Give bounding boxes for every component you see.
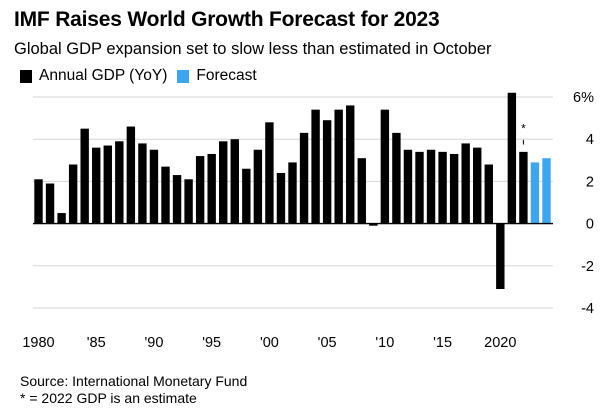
bar-annual-gdp bbox=[380, 109, 390, 224]
bar-annual-gdp bbox=[265, 122, 274, 224]
x-tick-label: '05 bbox=[318, 335, 337, 351]
bar-annual-gdp bbox=[138, 143, 147, 224]
legend-label-annual-gdp: Annual GDP (YoY) bbox=[39, 67, 168, 84]
bar-annual-gdp bbox=[242, 168, 251, 224]
y-tick-label: -2 bbox=[581, 259, 594, 275]
bar-annual-gdp bbox=[57, 213, 66, 224]
bar-annual-gdp bbox=[496, 223, 505, 290]
bar-annual-gdp bbox=[161, 166, 170, 224]
bar-annual-gdp bbox=[207, 153, 216, 224]
bar-annual-gdp bbox=[126, 126, 136, 224]
bar-annual-gdp bbox=[103, 145, 112, 224]
bar-annual-gdp bbox=[172, 175, 182, 224]
bar-annual-gdp bbox=[322, 120, 332, 224]
legend-label-forecast: Forecast bbox=[196, 67, 257, 84]
legend-swatch-annual-gdp bbox=[20, 69, 32, 83]
bar-annual-gdp bbox=[253, 149, 263, 224]
bar-annual-gdp bbox=[288, 162, 297, 224]
bar-annual-gdp bbox=[449, 153, 459, 224]
bar-annual-gdp bbox=[461, 143, 470, 224]
estimate-asterisk: * bbox=[521, 122, 526, 136]
legend: Annual GDP (YoY) Forecast bbox=[20, 67, 267, 85]
x-tick-label: '90 bbox=[145, 335, 164, 351]
bar-annual-gdp bbox=[473, 147, 482, 224]
bar-annual-gdp bbox=[519, 151, 528, 224]
bar-annual-gdp bbox=[276, 172, 286, 224]
estimate-note: * = 2022 GDP is an estimate bbox=[20, 390, 197, 406]
bar-annual-gdp bbox=[334, 109, 343, 224]
y-tick-label: 0 bbox=[586, 217, 594, 233]
bar-forecast bbox=[530, 162, 540, 224]
bar-annual-gdp bbox=[195, 156, 205, 224]
bar-annual-gdp bbox=[415, 151, 424, 224]
y-tick-label: 4 bbox=[586, 132, 594, 148]
bar-annual-gdp bbox=[92, 147, 101, 224]
source-line: Source: International Monetary Fund bbox=[20, 373, 248, 389]
x-tick-label: '10 bbox=[375, 335, 394, 351]
bar-annual-gdp bbox=[299, 132, 309, 224]
bar-annual-gdp bbox=[369, 223, 378, 226]
bar-annual-gdp bbox=[392, 132, 401, 224]
y-tick-label: 2 bbox=[586, 174, 594, 190]
x-tick-label: 2020 bbox=[484, 335, 516, 351]
x-tick-label: '85 bbox=[87, 335, 106, 351]
bar-annual-gdp bbox=[357, 158, 366, 224]
bar-annual-gdp bbox=[507, 92, 517, 224]
bar-annual-gdp bbox=[45, 183, 55, 224]
bar-annual-gdp bbox=[34, 179, 43, 224]
bar-annual-gdp bbox=[346, 105, 355, 224]
x-tick-label: '00 bbox=[260, 335, 279, 351]
legend-swatch-forecast bbox=[177, 69, 190, 83]
bar-annual-gdp bbox=[230, 139, 239, 224]
bar-annual-gdp bbox=[149, 149, 159, 224]
bar-annual-gdp bbox=[426, 149, 436, 224]
x-tick-label: '95 bbox=[202, 335, 221, 351]
bar-forecast bbox=[542, 158, 551, 224]
legend-item-forecast: Forecast bbox=[177, 67, 257, 85]
bar-annual-gdp bbox=[403, 149, 413, 224]
x-tick-label: '15 bbox=[433, 335, 452, 351]
y-tick-label: 6% bbox=[573, 90, 594, 106]
legend-item-annual-gdp: Annual GDP (YoY) bbox=[20, 67, 167, 85]
bar-annual-gdp bbox=[68, 164, 78, 224]
bar-annual-gdp bbox=[484, 164, 493, 224]
bar-annual-gdp bbox=[184, 179, 193, 224]
bar-annual-gdp bbox=[80, 128, 89, 224]
bar-annual-gdp bbox=[311, 109, 320, 224]
chart-title: IMF Raises World Growth Forecast for 202… bbox=[14, 8, 440, 31]
x-tick-label: 1980 bbox=[22, 335, 54, 351]
bar-annual-gdp bbox=[219, 141, 228, 224]
bar-annual-gdp bbox=[115, 141, 124, 224]
y-tick-label: -4 bbox=[581, 301, 594, 317]
bar-annual-gdp bbox=[438, 151, 447, 224]
chart-subtitle: Global GDP expansion set to slow less th… bbox=[14, 40, 492, 58]
chart-footnote: Source: International Monetary Fund * = … bbox=[20, 373, 247, 407]
